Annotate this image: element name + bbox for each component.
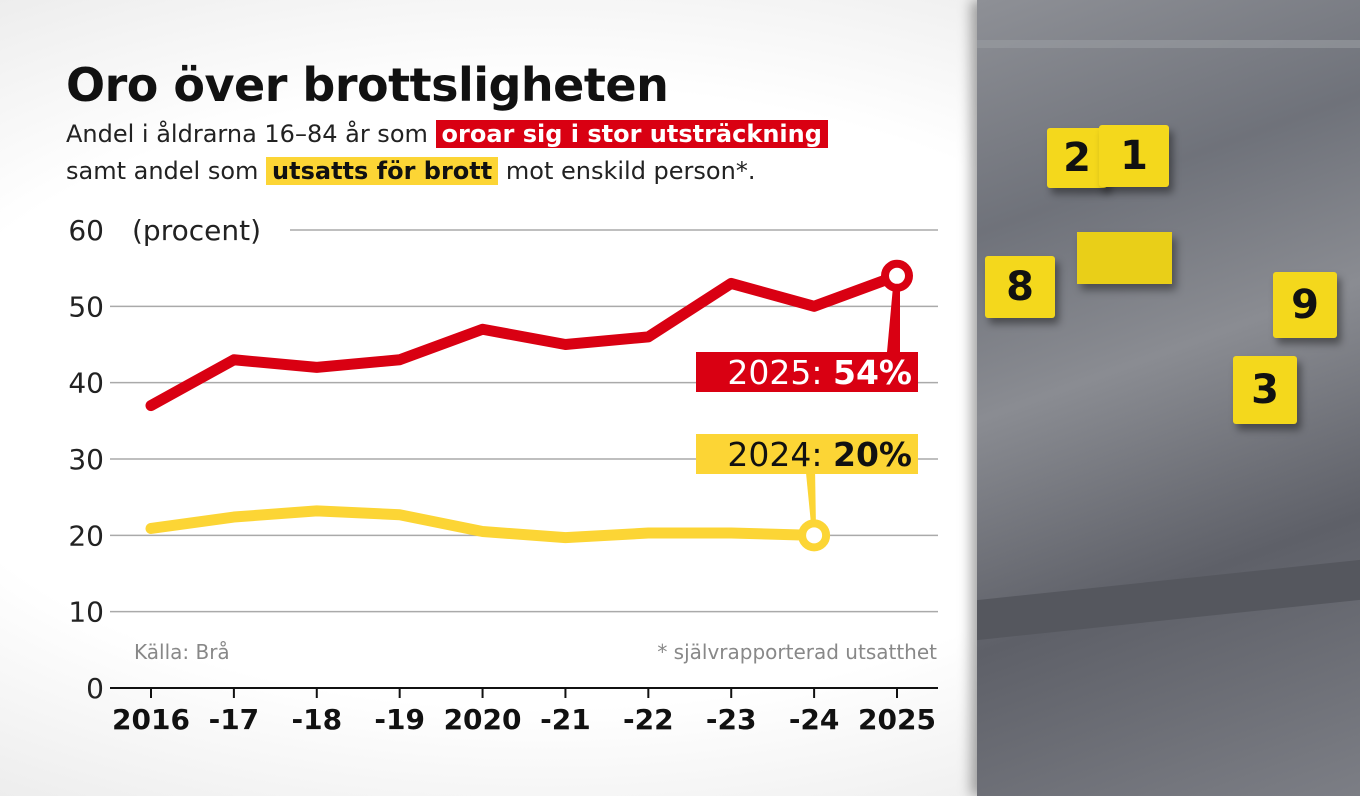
- evidence-marker: 8: [985, 256, 1055, 318]
- data-point: [728, 280, 735, 287]
- y-tick-label: 40: [68, 367, 104, 400]
- x-tick-label: -18: [291, 703, 342, 736]
- data-point: [562, 341, 569, 348]
- y-axis-label: (procent): [132, 214, 261, 247]
- x-tick-label: 2016: [112, 703, 190, 736]
- x-tick-label: 2025: [858, 703, 936, 736]
- evidence-marker: 3: [1233, 356, 1297, 424]
- subtitle-text: samt andel som: [66, 157, 267, 185]
- callout-value: 54%: [833, 353, 912, 392]
- legend-yellow-highlight: utsatts för brott: [266, 157, 499, 185]
- data-point: [148, 525, 154, 532]
- legend-red-highlight: oroar sig i stor utsträckning: [435, 120, 828, 148]
- x-tick-label: -23: [706, 703, 757, 736]
- callout-marker: [881, 259, 913, 292]
- y-tick-label: 10: [68, 596, 104, 629]
- data-point: [396, 511, 403, 518]
- x-tick-label: -19: [374, 703, 425, 736]
- data-point: [313, 364, 320, 371]
- x-tick-label: -24: [789, 703, 840, 736]
- subtitle-text: Andel i åldrarna 16–84 år som: [66, 120, 436, 148]
- data-point: [479, 528, 486, 535]
- series-line-red: [145, 270, 903, 412]
- x-tick-label: -21: [540, 703, 591, 736]
- x-tick-label: -17: [209, 703, 260, 736]
- callout-label: 2024: 20%: [727, 435, 912, 474]
- callout-marker: [798, 519, 831, 552]
- data-point: [148, 402, 154, 409]
- evidence-marker: 1: [1099, 125, 1169, 187]
- x-tick-label: -22: [623, 703, 674, 736]
- evidence-marker: 9: [1273, 272, 1337, 338]
- data-point: [728, 530, 735, 537]
- y-tick-label: 20: [68, 519, 104, 552]
- crime-scene-photo: 2 1 8 9 3: [977, 0, 1360, 796]
- callout-year: 2024:: [727, 435, 833, 474]
- y-tick-label: 30: [68, 443, 104, 476]
- subtitle-line-1: Andel i åldrarna 16–84 år som oroar sig …: [66, 120, 828, 148]
- evidence-marker: 2: [1047, 128, 1107, 188]
- source-text: Källa: Brå: [134, 640, 230, 664]
- callout-year: 2025:: [727, 353, 833, 392]
- callout-box: [696, 434, 918, 474]
- data-point: [811, 303, 818, 310]
- y-tick-label: 0: [86, 672, 104, 705]
- data-point: [230, 356, 237, 363]
- x-tick-label: 2020: [444, 703, 522, 736]
- callout-box: [696, 352, 918, 392]
- callout-pointer: [887, 275, 900, 352]
- callout-value: 20%: [833, 435, 912, 474]
- footnote-text: * självrapporterad utsatthet: [657, 640, 937, 664]
- chart-title: Oro över brottsligheten: [66, 58, 669, 112]
- data-point: [479, 326, 486, 333]
- data-point: [396, 356, 403, 363]
- evidence-marker-blank: [1077, 232, 1172, 284]
- data-point: [645, 530, 652, 537]
- data-point: [230, 514, 237, 521]
- y-tick-label: 50: [68, 290, 104, 323]
- subtitle-line-2: samt andel som utsatts för brott mot ens…: [66, 157, 755, 185]
- data-point: [645, 333, 652, 340]
- subtitle-text: mot enskild person*.: [498, 157, 756, 185]
- data-point: [313, 507, 320, 514]
- y-tick-label: 60: [68, 214, 104, 247]
- callout-label: 2025: 54%: [727, 353, 912, 392]
- data-point: [562, 534, 569, 541]
